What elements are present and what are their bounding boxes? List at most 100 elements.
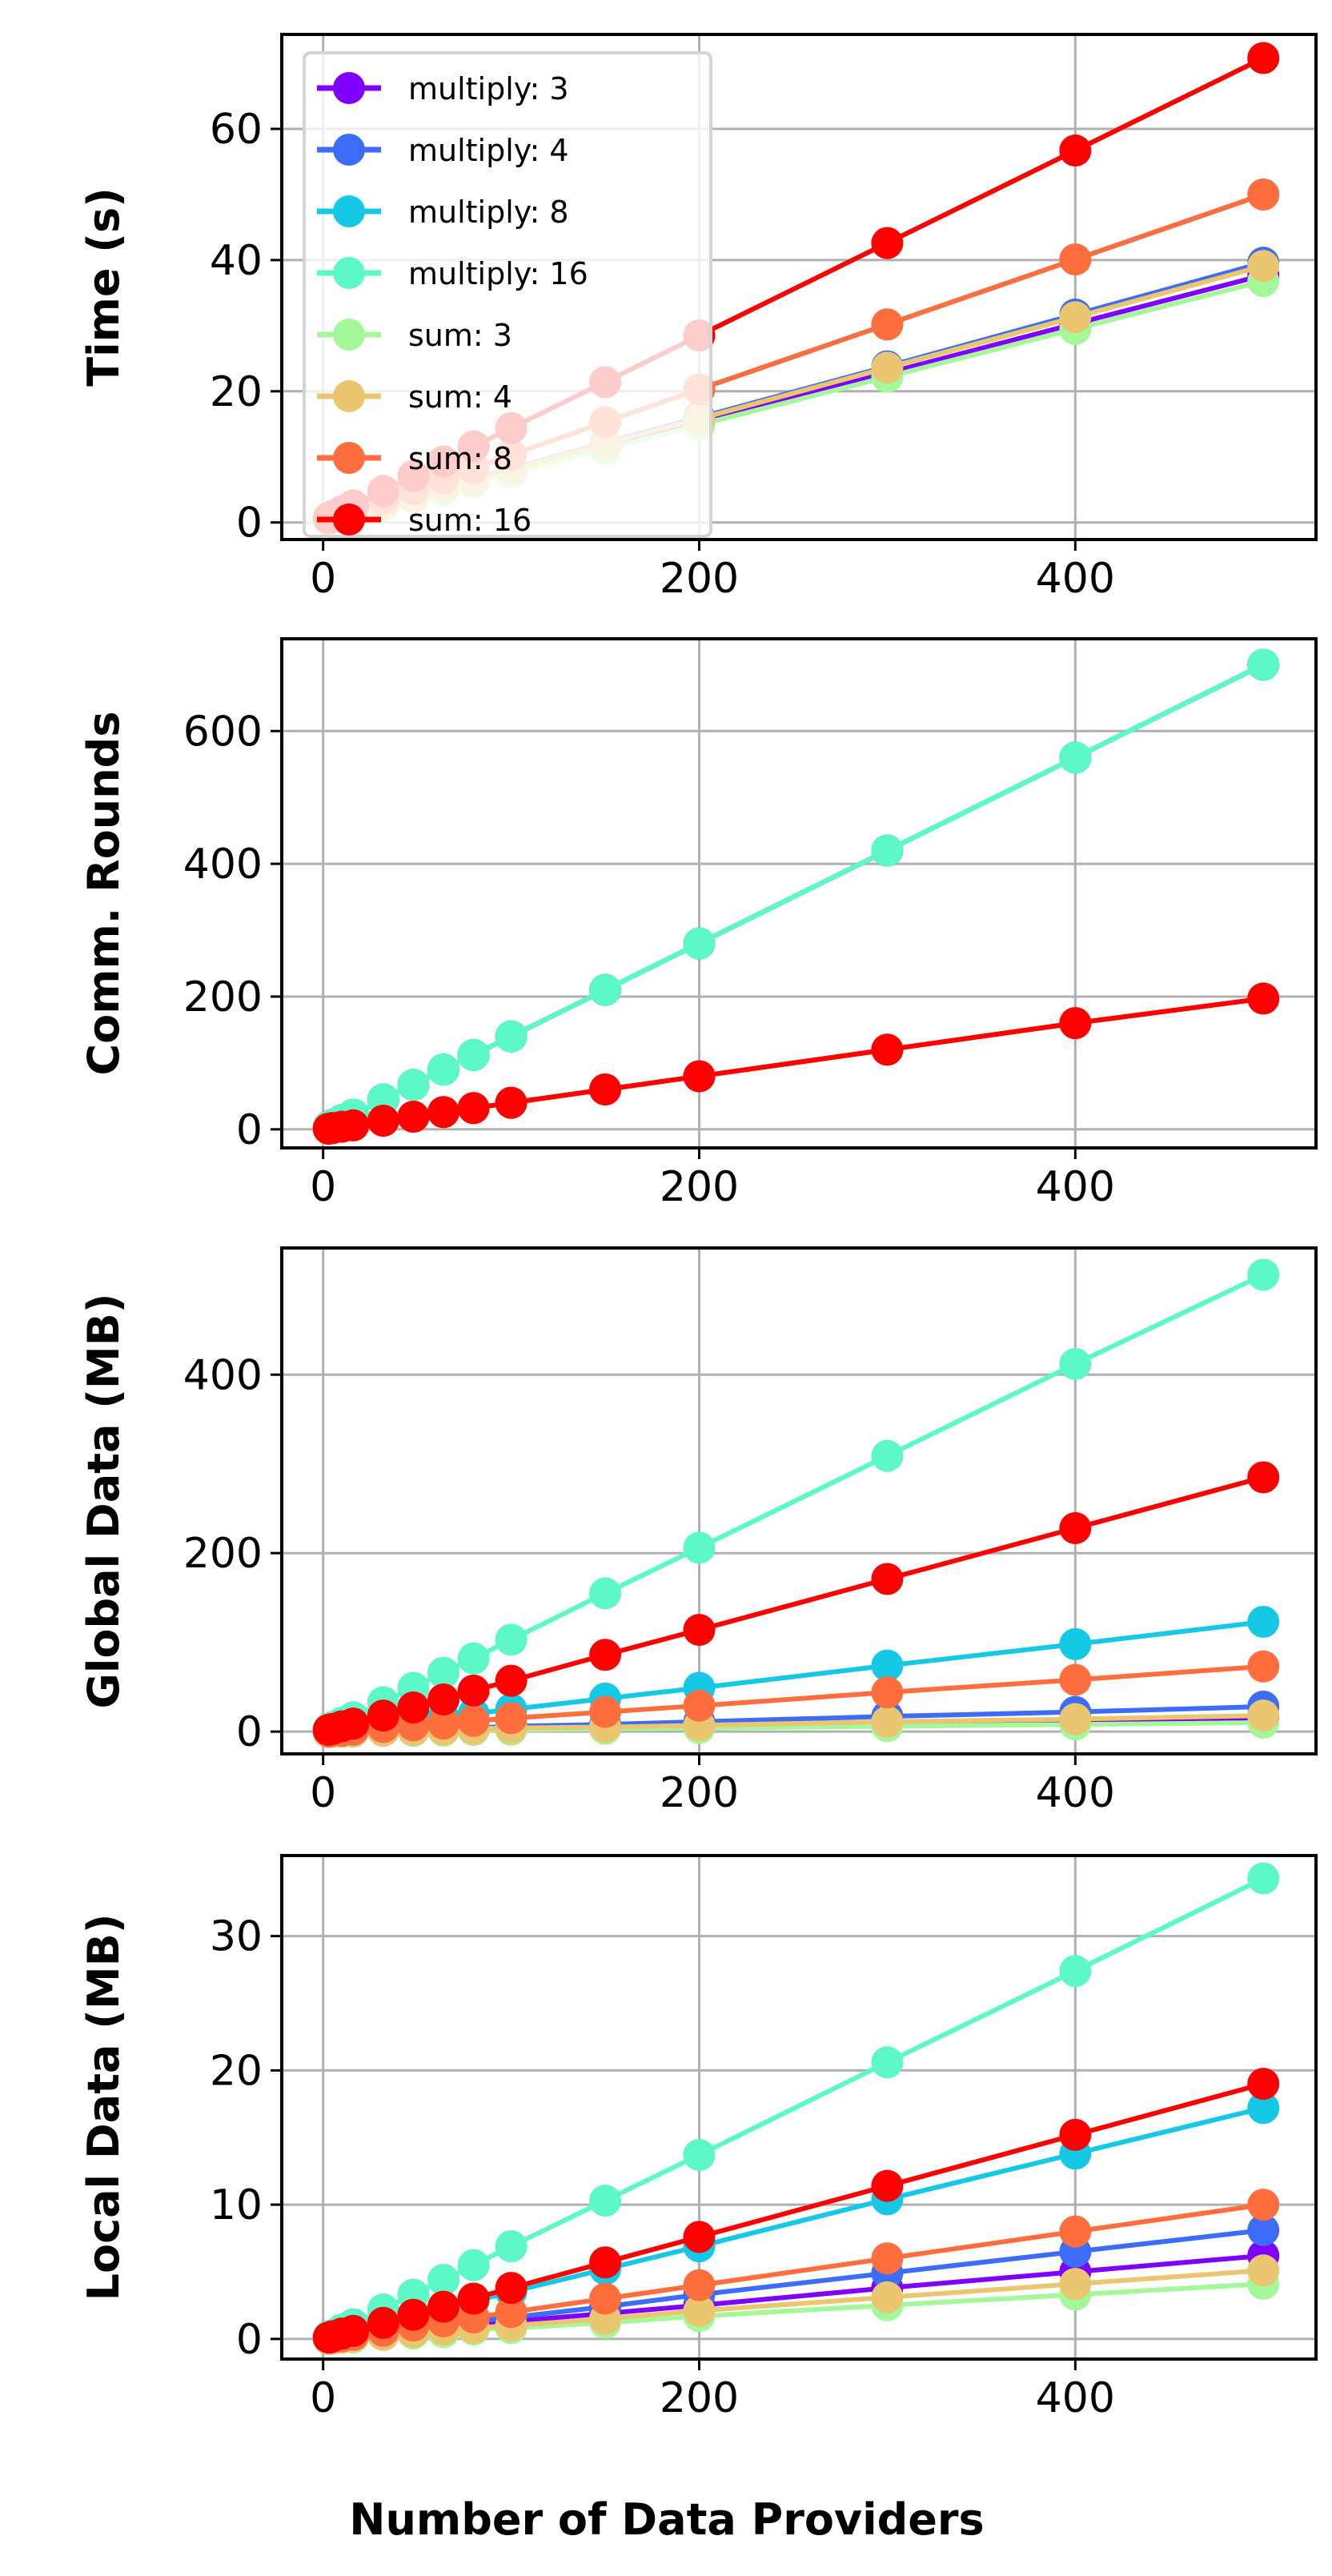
y-tick-label: 10 xyxy=(210,2181,263,2229)
y-tick-label: 400 xyxy=(183,1351,263,1399)
data-point xyxy=(589,1577,622,1610)
data-point xyxy=(1247,42,1280,74)
y-axis-label: Local Data (MB) xyxy=(78,1914,129,2301)
data-point xyxy=(871,227,904,259)
panel-3: 0 200 400 0 200 400 Global Data (MB) xyxy=(78,1246,1318,1817)
data-point xyxy=(871,1563,904,1595)
data-point xyxy=(871,351,904,384)
data-point xyxy=(457,1038,490,1071)
data-point xyxy=(1247,2068,1280,2101)
x-tick-label: 200 xyxy=(660,2374,739,2422)
axes-frame xyxy=(280,1854,1318,2361)
data-point xyxy=(589,1639,622,1671)
legend-marker xyxy=(333,257,365,289)
y-tick-label: 20 xyxy=(210,2047,263,2095)
series-group xyxy=(312,648,1280,1145)
legend-label: multiply: 16 xyxy=(408,256,588,291)
data-point xyxy=(589,2185,622,2217)
legend-marker xyxy=(333,380,365,412)
data-point xyxy=(427,1683,460,1716)
data-point xyxy=(871,308,904,341)
data-point xyxy=(1247,178,1280,211)
data-point xyxy=(427,1656,460,1689)
data-point xyxy=(1247,2213,1280,2246)
data-point xyxy=(871,1649,904,1682)
legend-box xyxy=(303,51,712,538)
data-point xyxy=(427,2290,460,2323)
data-point xyxy=(1247,250,1280,283)
legend-marker xyxy=(333,442,365,474)
legend-marker xyxy=(333,319,365,351)
y-tick-label: 40 xyxy=(210,237,263,285)
data-point xyxy=(1059,243,1092,276)
y-axis-label: Time (s) xyxy=(78,187,129,387)
y-tick-label: 0 xyxy=(236,2316,263,2364)
data-point xyxy=(495,1623,528,1656)
y-tick-label: 20 xyxy=(210,368,263,416)
data-point xyxy=(495,1702,528,1735)
data-point xyxy=(589,973,622,1006)
data-point xyxy=(397,2298,430,2331)
y-axis-label: Comm. Rounds xyxy=(78,712,129,1076)
data-point xyxy=(457,1704,490,1737)
data-point xyxy=(495,1664,528,1697)
y-tick-label: 600 xyxy=(183,708,263,756)
data-point xyxy=(683,2269,716,2301)
y-tick-label: 30 xyxy=(210,1913,263,1961)
data-point xyxy=(367,2306,399,2339)
data-point xyxy=(397,1691,430,1724)
legend-marker xyxy=(333,72,365,104)
data-point xyxy=(495,2296,528,2329)
data-point xyxy=(495,2272,528,2305)
data-point xyxy=(457,1092,490,1125)
x-tick-label: 0 xyxy=(310,1769,336,1817)
data-point xyxy=(871,1033,904,1066)
data-point xyxy=(457,1674,490,1707)
legend-label: sum: 3 xyxy=(408,318,512,353)
data-point xyxy=(1059,741,1092,774)
legend-label: multiply: 8 xyxy=(408,195,569,230)
legend-marker xyxy=(333,195,365,227)
legend-label: multiply: 4 xyxy=(408,133,569,168)
data-point xyxy=(871,1439,904,1472)
data-point xyxy=(871,2281,904,2313)
data-point xyxy=(589,2282,622,2315)
data-point xyxy=(683,1689,716,1722)
axes-frame xyxy=(280,637,1318,1150)
y-tick-label: 0 xyxy=(236,1708,263,1756)
x-tick-label: 400 xyxy=(1036,1769,1115,1817)
panel-2: 0 200 400 0 200 400 600 Comm. Rounds xyxy=(78,637,1318,1211)
axes-frame xyxy=(280,1246,1318,1755)
data-point xyxy=(683,2139,716,2172)
data-point xyxy=(397,1069,430,1101)
data-point xyxy=(427,1053,460,1086)
y-tick-label: 0 xyxy=(236,500,263,548)
data-point xyxy=(427,1707,460,1740)
data-point xyxy=(871,834,904,867)
data-point xyxy=(589,1695,622,1728)
y-tick-label: 200 xyxy=(183,973,263,1021)
data-point xyxy=(1059,1663,1092,1696)
data-point xyxy=(1059,1347,1092,1380)
data-point xyxy=(871,2169,904,2202)
data-point xyxy=(1247,982,1280,1015)
data-point xyxy=(1059,1955,1092,1988)
panel-4: 0 200 400 0 10 20 30 Local Data (MB) Number of D… xyxy=(78,1854,1318,2545)
data-point xyxy=(457,2249,490,2281)
y-tick-label: 200 xyxy=(183,1530,263,1578)
data-point xyxy=(427,1096,460,1129)
data-point xyxy=(337,1109,370,1142)
data-point xyxy=(1059,1511,1092,1544)
data-point xyxy=(1059,134,1092,167)
data-point xyxy=(337,2314,370,2347)
x-tick-label: 0 xyxy=(310,555,336,603)
data-point xyxy=(1059,2215,1092,2248)
legend-marker xyxy=(333,504,365,536)
x-tick-label: 400 xyxy=(1036,2374,1115,2422)
data-point xyxy=(457,1642,490,1675)
data-point xyxy=(1059,1703,1092,1735)
y-axis-label: Global Data (MB) xyxy=(78,1294,129,1709)
legend-label: sum: 4 xyxy=(408,379,512,415)
data-point xyxy=(495,1020,528,1053)
